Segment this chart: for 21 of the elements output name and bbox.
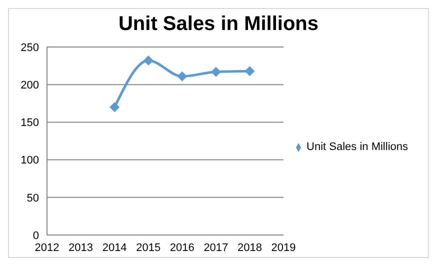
y-tick-label: 0	[32, 230, 39, 242]
point	[177, 71, 188, 82]
x-tick-label: 2018	[237, 242, 262, 254]
y-tick-label: 150	[20, 117, 39, 130]
point	[143, 56, 154, 66]
y-tick-label: 200	[20, 80, 39, 92]
x-tick-label: 2017	[204, 242, 228, 254]
x-tick-label: 2019	[271, 242, 296, 254]
y-tick-label: 100	[20, 154, 39, 167]
point	[244, 66, 255, 76]
y-tick-label: 250	[20, 42, 39, 54]
point	[210, 66, 221, 77]
chart-title: Unit Sales in Millions	[117, 13, 320, 37]
y-tick-label: 50	[26, 192, 39, 204]
x-tick-label: 2015	[136, 242, 161, 254]
x-tick-label: 2012	[34, 242, 60, 254]
point	[110, 102, 120, 112]
legend-label: Unit Sales in Millions	[306, 141, 408, 153]
x-tick-label: 2014	[102, 242, 127, 254]
x-tick-label: 2013	[68, 242, 94, 254]
x-tick-label: 2016	[170, 242, 194, 254]
